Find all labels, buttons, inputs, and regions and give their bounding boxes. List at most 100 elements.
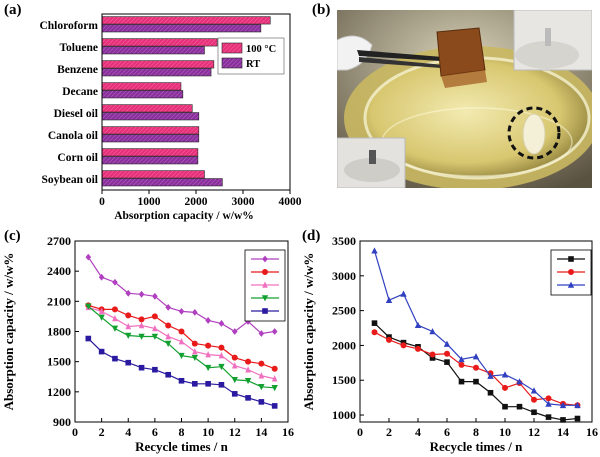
- legend-marker: [262, 308, 268, 314]
- panel-label-c: (c): [4, 228, 21, 244]
- data-point: [98, 273, 105, 281]
- panel-label-a: (a): [4, 2, 22, 18]
- data-point: [218, 363, 225, 371]
- data-point: [192, 348, 198, 355]
- data-point: [560, 417, 566, 423]
- data-point: [138, 316, 145, 323]
- data-point: [205, 351, 211, 358]
- data-point: [443, 340, 451, 347]
- data-point: [400, 342, 407, 349]
- y-tick-label: 1000: [332, 408, 356, 422]
- x-tick-label: 16: [282, 425, 294, 439]
- data-point: [165, 332, 171, 340]
- data-point: [258, 384, 265, 391]
- x-tick-label: 2: [99, 425, 105, 439]
- x-axis-label: Absorption capacity / w/w%: [114, 210, 254, 222]
- data-point: [125, 359, 132, 366]
- data-point: [473, 364, 479, 371]
- data-point: [487, 372, 494, 379]
- data-point: [371, 247, 378, 254]
- data-point: [231, 328, 238, 335]
- legend-marker: [262, 281, 268, 288]
- x-tick-label: 4: [125, 425, 131, 439]
- x-tick-label: 8: [473, 425, 479, 439]
- legend-swatch: [221, 42, 243, 54]
- data-point: [414, 321, 422, 329]
- data-point: [178, 307, 185, 315]
- data-point: [85, 335, 92, 342]
- data-point: [191, 340, 198, 347]
- data-point: [164, 340, 172, 347]
- data-point: [98, 314, 105, 321]
- category-label: Diesel oil: [54, 108, 98, 120]
- data-point: [98, 348, 105, 355]
- bar: [101, 68, 212, 77]
- category-label: Chloroform: [39, 20, 98, 32]
- bar: [101, 16, 271, 25]
- data-point: [245, 366, 251, 373]
- data-point: [245, 395, 251, 401]
- data-point: [258, 372, 265, 379]
- x-tick-label: 4: [415, 425, 421, 439]
- data-point: [458, 378, 465, 385]
- recycle-line-chart-d: 0 2 4 6 8 10 12 14 16 1000 1500 2000 2500 3000 3500 Rec…: [301, 234, 598, 454]
- data-point: [192, 308, 198, 316]
- data-point: [516, 378, 523, 385]
- data-point: [487, 389, 494, 396]
- data-point: [112, 355, 118, 362]
- data-point: [271, 328, 278, 335]
- x-tick-label: 12: [229, 425, 241, 439]
- data-point: [218, 320, 225, 327]
- data-point: [429, 351, 436, 358]
- y-tick-label: 900: [53, 415, 71, 429]
- data-point: [258, 360, 265, 367]
- data-point: [530, 387, 538, 394]
- category-label: Corn oil: [57, 152, 98, 164]
- data-point: [191, 354, 199, 362]
- bar: [101, 60, 215, 69]
- y-tick-label: 2100: [47, 294, 71, 308]
- bar: [101, 126, 200, 135]
- y-tick-label: 1200: [47, 385, 71, 399]
- legend-label: RT: [246, 59, 260, 70]
- data-point: [111, 325, 119, 332]
- y-axis-label: Absorption capacity / w/w%: [301, 253, 316, 411]
- data-point: [231, 391, 238, 397]
- data-point: [385, 296, 393, 303]
- y-tick-label: 2400: [47, 264, 71, 278]
- data-point: [444, 359, 450, 365]
- data-point: [98, 307, 105, 315]
- data-point: [244, 377, 252, 385]
- x-tick-label: 12: [528, 425, 540, 439]
- data-point: [138, 364, 145, 371]
- category-label: Canola oil: [48, 130, 98, 142]
- absorption-bar-chart: Chloroform Toluene Benzene Decane Diesel oil…: [39, 13, 302, 222]
- data-point: [178, 328, 185, 335]
- x-tick-label: 0: [357, 425, 363, 439]
- x-tick-label: 4000: [279, 196, 302, 208]
- data-point: [574, 415, 581, 422]
- x-tick-label: 14: [557, 425, 569, 439]
- data-point: [531, 396, 537, 403]
- panel-label-d: (d): [302, 228, 321, 244]
- x-tick-label: 3000: [232, 196, 255, 208]
- data-point: [271, 365, 278, 372]
- data-point: [545, 414, 552, 420]
- data-point: [205, 317, 211, 324]
- category-label: Toluene: [59, 42, 98, 54]
- x-tick-label: 6: [444, 425, 450, 439]
- data-point: [271, 385, 278, 392]
- bar: [101, 170, 205, 179]
- bar: [101, 148, 199, 157]
- data-point: [111, 306, 118, 313]
- category-label: Benzene: [57, 64, 98, 76]
- y-tick-label: 2500: [332, 304, 356, 318]
- y-tick-label: 1500: [332, 373, 356, 387]
- data-point: [271, 403, 278, 409]
- y-tick-label: 1800: [47, 325, 71, 339]
- x-tick-label: 14: [255, 425, 267, 439]
- bar: [101, 46, 205, 55]
- recycle-line-chart-c: 0 2 4 6 8 10 12 14 16 900 1200 1500 1800 2100 2400 2700…: [1, 234, 294, 454]
- x-tick-label: 10: [202, 425, 214, 439]
- bar: [101, 156, 199, 165]
